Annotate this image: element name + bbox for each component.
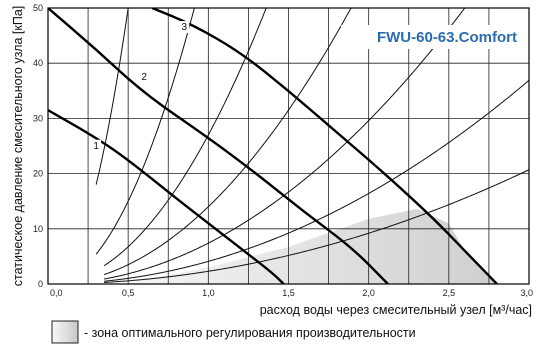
x-axis-label: расход воды через смесительный узел [м³/… — [260, 303, 532, 317]
system-curve-7 — [104, 169, 529, 283]
y-tick-label: 0 — [38, 279, 43, 289]
chart-title: FWU-60-63.Comfort — [377, 29, 517, 46]
grid-layer — [48, 8, 529, 284]
curve-label-2: 2 — [141, 72, 147, 83]
system-curve-3 — [103, 8, 267, 267]
y-tick-label: 40 — [33, 58, 43, 68]
x-tick-label: 2,0 — [362, 288, 375, 298]
pump-curve-2 — [48, 8, 389, 284]
legend-text: - зона оптимального регулирования произв… — [84, 326, 416, 340]
system-curve-5 — [104, 8, 466, 280]
curve-label-bg-2 — [139, 70, 150, 83]
x-tick-label: 0,5 — [122, 288, 135, 298]
optimal-zone — [123, 208, 497, 284]
x-tick-label: 3,0 — [520, 288, 533, 298]
system-curve-4 — [103, 8, 352, 276]
title-background — [341, 25, 519, 49]
y-tick-label: 50 — [33, 3, 43, 13]
y-axis-label: статическое давление смесительного узла … — [11, 6, 25, 287]
x-tick-label: 1,5 — [282, 288, 295, 298]
x-tick-label: 2,5 — [443, 288, 456, 298]
curve-label-bg-1 — [91, 139, 102, 152]
legend-swatch — [51, 320, 79, 344]
y-tick-label: 20 — [33, 169, 43, 179]
tick-labels: 0,0 0,5 1,0 1,5 2,0 2,5 3,0 0 10 20 30 40 50 — [33, 3, 533, 298]
system-curve-1 — [95, 8, 129, 185]
y-tick-label: 10 — [33, 224, 43, 234]
system-curve-2 — [95, 8, 195, 255]
curve-label-3: 3 — [182, 22, 188, 33]
plot-frame — [47, 7, 530, 285]
x-tick-label: 0,0 — [50, 288, 63, 298]
x-tick-label: 1,0 — [202, 288, 215, 298]
plot-border — [47, 7, 530, 285]
y-tick-label: 30 — [33, 113, 43, 123]
optimal-zone-layer — [123, 208, 497, 284]
pump-curve-1 — [48, 109, 285, 284]
curve-label-1: 1 — [93, 141, 99, 152]
curve-label-bg-3 — [179, 21, 190, 34]
